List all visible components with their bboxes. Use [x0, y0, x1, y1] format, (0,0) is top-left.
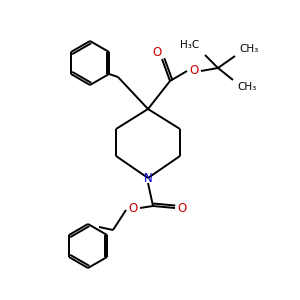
Text: CH₃: CH₃: [239, 44, 259, 54]
Text: N: N: [144, 172, 152, 184]
Text: O: O: [189, 64, 199, 77]
Text: H₃C: H₃C: [180, 40, 200, 50]
Text: O: O: [177, 202, 187, 214]
Text: CH₃: CH₃: [237, 82, 256, 92]
Text: O: O: [152, 46, 162, 59]
Text: O: O: [128, 202, 138, 214]
